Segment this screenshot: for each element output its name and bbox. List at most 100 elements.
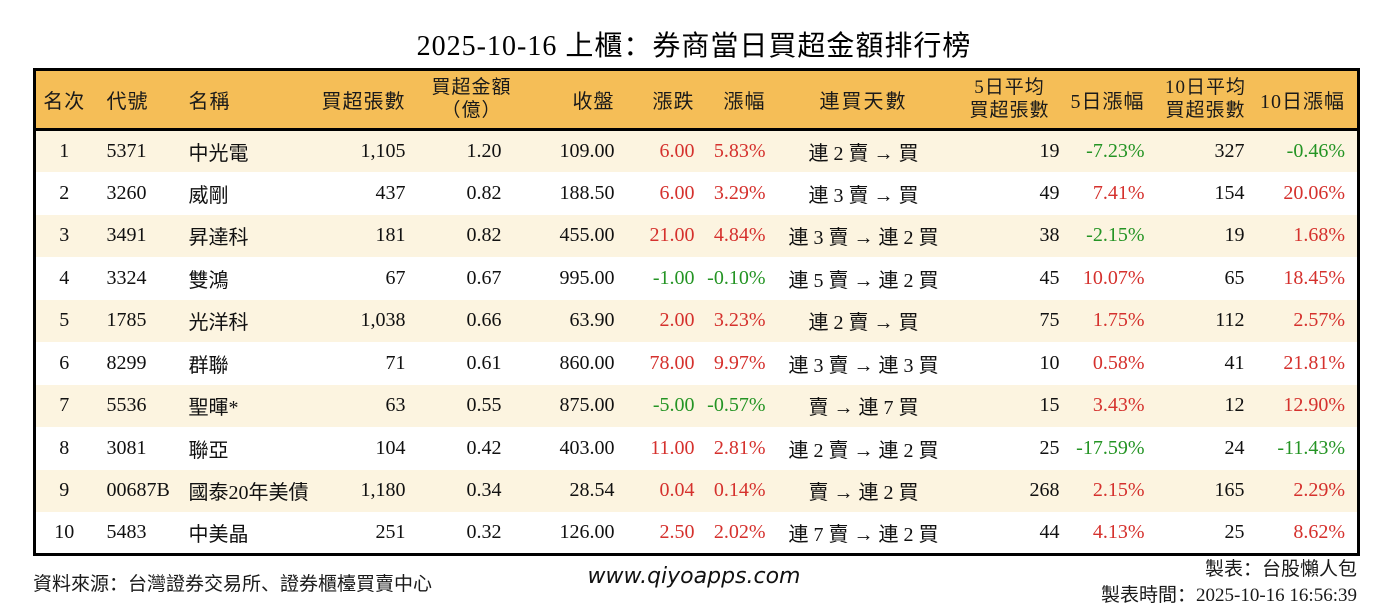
cell-5d-avg-volume: 75	[1039, 309, 1060, 332]
cell-5d-avg-volume: 44	[1039, 521, 1060, 543]
cell-5d-avg-volume: 10	[1039, 351, 1060, 374]
cell-change-percent: 3.23%	[713, 309, 766, 332]
cell-10d-avg-volume: 25	[1224, 521, 1245, 543]
cell-5d-avg-volume: 19	[1039, 140, 1060, 162]
table-body: 1 5371 中光電 1,105 1.20 109.00 6.00 5.83% 連 2 賣 → …	[34, 129, 1359, 555]
cell-net-buy-amount: 0.32	[466, 521, 502, 543]
ranking-table: 名次 代號 名稱 買超張數 買超金額 （億） 收盤 漲跌 漲幅 連買天數 5日平…	[33, 68, 1360, 556]
col-header-net-buy-volume: 買超張數	[315, 69, 416, 131]
page-title: 2025-10-16 上櫃：券商當日買超金額排行榜	[416, 31, 972, 62]
table-row: 4 3324 雙鴻 67 0.67 995.00 -1.00 -0.10% 連 5 賣 → 連 …	[34, 257, 1359, 300]
cell-5d-change-percent: -17.59%	[1076, 436, 1145, 459]
col-header-net-buy-amount: 買超金額 （億）	[415, 69, 528, 131]
table-row: 7 5536 聖暉* 63 0.55 875.00 -5.00 -0.57% 賣 → 連 7 買…	[34, 384, 1359, 427]
cell-rank: 4	[59, 266, 70, 289]
cell-stock-name: 威剛	[188, 184, 229, 207]
cell-close-price: 109.00	[559, 140, 615, 162]
cell-net-buy-amount: 0.61	[466, 351, 502, 374]
table-row: 9 00687B 國泰20年美債 1,180 0.34 28.54 0.04 0.14% 賣 →…	[34, 469, 1359, 512]
cell-change-percent: 0.14%	[713, 479, 766, 502]
cell-stock-code: 3324	[106, 266, 147, 289]
cell-rank: 8	[59, 436, 70, 459]
cell-10d-avg-volume: 19	[1224, 224, 1245, 247]
cell-net-buy-amount: 0.67	[466, 266, 502, 289]
cell-buy-streak: 連 5 賣 → 連 2 買	[788, 269, 939, 292]
col-header-5d-change-percent: 5日漲幅	[1069, 69, 1155, 131]
cell-net-buy-volume: 437	[375, 181, 406, 204]
cell-stock-code: 3491	[106, 224, 147, 247]
cell-net-buy-amount: 0.55	[466, 394, 502, 417]
cell-stock-name: 中美晶	[188, 524, 249, 546]
cell-change-percent: -0.10%	[707, 266, 766, 289]
cell-buy-streak: 連 3 賣 → 連 2 買	[788, 227, 939, 250]
cell-5d-avg-volume: 15	[1039, 394, 1060, 417]
cell-close-price: 995.00	[559, 266, 615, 289]
cell-close-price: 860.00	[559, 351, 615, 374]
cell-5d-change-percent: 2.15%	[1092, 479, 1145, 502]
cell-buy-streak: 連 7 賣 → 連 2 買	[788, 524, 939, 546]
cell-stock-name: 中光電	[188, 143, 249, 165]
cell-10d-avg-volume: 165	[1214, 479, 1245, 502]
cell-5d-avg-volume: 45	[1039, 266, 1060, 289]
cell-5d-change-percent: 0.58%	[1092, 351, 1145, 374]
cell-stock-code: 1785	[106, 309, 147, 332]
cell-5d-change-percent: -7.23%	[1086, 140, 1145, 162]
cell-close-price: 875.00	[559, 394, 615, 417]
cell-10d-change-percent: -11.43%	[1277, 436, 1345, 459]
cell-price-change: 21.00	[649, 224, 695, 247]
cell-stock-name: 光洋科	[188, 312, 249, 335]
cell-buy-streak: 賣 → 連 7 買	[808, 397, 919, 420]
cell-price-change: 11.00	[650, 436, 695, 459]
cell-close-price: 126.00	[559, 521, 615, 543]
cell-5d-change-percent: 3.43%	[1092, 394, 1145, 417]
cell-10d-avg-volume: 112	[1215, 309, 1245, 332]
cell-stock-code: 00687B	[106, 479, 170, 502]
cell-price-change: 2.00	[659, 309, 695, 332]
cell-rank: 6	[59, 351, 70, 374]
cell-buy-streak: 連 3 賣 → 連 3 買	[788, 354, 939, 377]
cell-close-price: 28.54	[569, 479, 615, 502]
cell-net-buy-volume: 67	[385, 266, 406, 289]
cell-net-buy-volume: 1,180	[360, 479, 406, 502]
cell-rank: 9	[59, 479, 70, 502]
cell-5d-change-percent: 1.75%	[1092, 309, 1145, 332]
cell-net-buy-amount: 0.66	[466, 309, 502, 332]
cell-change-percent: 4.84%	[713, 224, 766, 247]
cell-5d-change-percent: 7.41%	[1092, 181, 1145, 204]
col-header-rank: 名次	[34, 69, 93, 131]
cell-close-price: 403.00	[559, 436, 615, 459]
cell-10d-change-percent: 18.45%	[1283, 266, 1345, 289]
cell-stock-code: 3260	[106, 181, 147, 204]
table-header: 名次 代號 名稱 買超張數 買超金額 （億） 收盤 漲跌 漲幅 連買天數 5日平…	[34, 69, 1359, 131]
cell-10d-change-percent: -0.46%	[1286, 140, 1345, 162]
cell-10d-avg-volume: 41	[1224, 351, 1245, 374]
col-header-5d-avg-volume: 5日平均 買超張數	[949, 69, 1070, 131]
cell-net-buy-volume: 251	[375, 521, 406, 543]
cell-5d-avg-volume: 38	[1039, 224, 1060, 247]
cell-rank: 1	[59, 140, 70, 162]
cell-net-buy-amount: 1.20	[466, 140, 502, 162]
col-header-change-percent: 漲幅	[702, 69, 778, 131]
cell-rank: 5	[59, 309, 70, 332]
cell-net-buy-volume: 1,038	[360, 309, 406, 332]
cell-rank: 7	[59, 394, 70, 417]
cell-price-change: -1.00	[652, 266, 695, 289]
cell-stock-code: 3081	[106, 436, 147, 459]
cell-buy-streak: 連 3 賣 → 買	[808, 184, 919, 207]
cell-close-price: 455.00	[559, 224, 615, 247]
cell-price-change: 2.50	[659, 521, 695, 543]
cell-5d-avg-volume: 49	[1039, 181, 1060, 204]
cell-close-price: 63.90	[569, 309, 615, 332]
cell-stock-code: 5483	[106, 521, 147, 543]
col-header-price-change: 漲跌	[622, 69, 703, 131]
cell-5d-avg-volume: 25	[1039, 436, 1060, 459]
cell-stock-code: 8299	[106, 351, 147, 374]
cell-change-percent: 3.29%	[713, 181, 766, 204]
cell-stock-code: 5371	[106, 140, 147, 162]
table-row: 6 8299 群聯 71 0.61 860.00 78.00 9.97% 連 3 賣 → 連 3…	[34, 342, 1359, 385]
cell-10d-change-percent: 1.68%	[1293, 224, 1345, 247]
cell-5d-change-percent: 4.13%	[1092, 521, 1145, 543]
made-by-text: 製表：台股懶人包	[1204, 559, 1357, 580]
col-header-10d-change-percent: 10日漲幅	[1256, 69, 1359, 131]
cell-change-percent: 2.02%	[713, 521, 766, 543]
